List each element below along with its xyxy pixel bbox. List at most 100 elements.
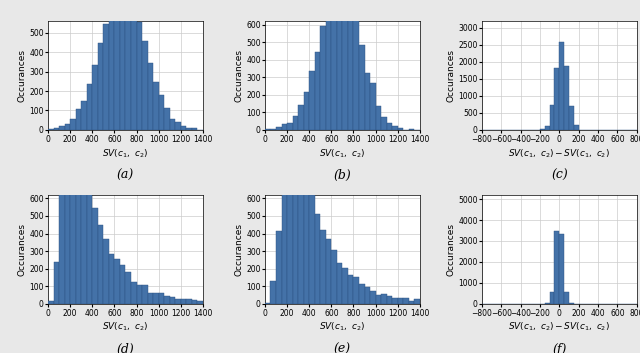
- Bar: [332, 0, 337, 130]
- Bar: [550, 292, 554, 304]
- Bar: [387, 123, 392, 130]
- Bar: [186, 128, 192, 130]
- Bar: [342, 0, 348, 130]
- Bar: [59, 191, 65, 304]
- Bar: [276, 231, 282, 304]
- Bar: [365, 287, 370, 304]
- Bar: [554, 68, 559, 130]
- Bar: [359, 45, 365, 130]
- Y-axis label: Occurances: Occurances: [234, 49, 243, 102]
- Bar: [153, 82, 159, 130]
- Bar: [87, 192, 92, 304]
- X-axis label: $SV(c_1,\ c_2)$: $SV(c_1,\ c_2)$: [102, 147, 148, 160]
- Bar: [271, 128, 276, 130]
- Text: (e): (e): [334, 343, 351, 353]
- Bar: [554, 231, 559, 304]
- Bar: [65, 156, 70, 304]
- Bar: [292, 115, 298, 130]
- Bar: [136, 22, 142, 130]
- Bar: [559, 42, 564, 130]
- Bar: [381, 117, 387, 130]
- Bar: [403, 298, 409, 304]
- X-axis label: $SV(c_1,\ c_2) - SV(c_1,\ c_2)$: $SV(c_1,\ c_2) - SV(c_1,\ c_2)$: [508, 147, 611, 160]
- Bar: [98, 225, 103, 304]
- Bar: [550, 105, 554, 130]
- Bar: [287, 123, 292, 130]
- Bar: [186, 299, 192, 304]
- Bar: [309, 195, 315, 304]
- Bar: [376, 295, 381, 304]
- Bar: [87, 84, 92, 130]
- Bar: [76, 109, 81, 130]
- Bar: [320, 231, 326, 304]
- Bar: [103, 24, 109, 130]
- Bar: [282, 185, 287, 304]
- Bar: [315, 214, 320, 304]
- Bar: [70, 147, 76, 304]
- Bar: [359, 285, 365, 304]
- Bar: [181, 126, 186, 130]
- Bar: [131, 282, 136, 304]
- Bar: [303, 92, 309, 130]
- Bar: [564, 66, 569, 130]
- Y-axis label: Occurances: Occurances: [447, 49, 456, 102]
- Bar: [170, 297, 175, 304]
- Bar: [276, 127, 282, 130]
- Bar: [309, 71, 315, 130]
- Bar: [265, 303, 271, 304]
- Bar: [564, 292, 569, 304]
- Bar: [48, 301, 54, 304]
- Text: (d): (d): [116, 343, 134, 353]
- Bar: [103, 239, 109, 304]
- Bar: [409, 129, 414, 130]
- Bar: [303, 188, 309, 304]
- Bar: [298, 105, 303, 130]
- Bar: [109, 254, 115, 304]
- Y-axis label: Occurances: Occurances: [17, 223, 26, 276]
- Bar: [370, 83, 376, 130]
- Bar: [81, 168, 87, 304]
- Bar: [397, 128, 403, 130]
- Text: (c): (c): [551, 169, 568, 182]
- Bar: [376, 106, 381, 130]
- Text: (a): (a): [117, 169, 134, 182]
- Bar: [115, 259, 120, 304]
- Bar: [76, 155, 81, 304]
- Bar: [540, 129, 545, 130]
- X-axis label: $SV(c_1,\ c_2)$: $SV(c_1,\ c_2)$: [102, 321, 148, 334]
- Bar: [569, 106, 574, 130]
- Bar: [348, 275, 353, 304]
- Bar: [98, 43, 103, 130]
- Bar: [545, 303, 550, 304]
- Bar: [342, 268, 348, 304]
- Bar: [271, 281, 276, 304]
- Bar: [148, 63, 153, 130]
- Bar: [292, 160, 298, 304]
- Bar: [409, 301, 414, 304]
- Bar: [315, 52, 320, 130]
- Bar: [332, 250, 337, 304]
- Bar: [192, 128, 197, 130]
- Bar: [326, 239, 332, 304]
- X-axis label: $SV(c_1,\ c_2)$: $SV(c_1,\ c_2)$: [319, 321, 365, 334]
- Bar: [192, 300, 197, 304]
- Bar: [92, 65, 98, 130]
- Y-axis label: Occurances: Occurances: [447, 223, 456, 276]
- Text: (f): (f): [552, 343, 566, 353]
- Y-axis label: Occurances: Occurances: [234, 223, 243, 276]
- Bar: [142, 41, 148, 130]
- Bar: [92, 208, 98, 304]
- Bar: [545, 126, 550, 130]
- Bar: [387, 295, 392, 304]
- Bar: [120, 264, 125, 304]
- Bar: [142, 285, 148, 304]
- Bar: [353, 277, 359, 304]
- X-axis label: $SV(c_1,\ c_2) - SV(c_1,\ c_2)$: $SV(c_1,\ c_2) - SV(c_1,\ c_2)$: [508, 321, 611, 334]
- Bar: [175, 299, 181, 304]
- Bar: [148, 293, 153, 304]
- Bar: [381, 294, 387, 304]
- Bar: [414, 299, 420, 304]
- Bar: [70, 119, 76, 130]
- Bar: [153, 293, 159, 304]
- Bar: [298, 155, 303, 304]
